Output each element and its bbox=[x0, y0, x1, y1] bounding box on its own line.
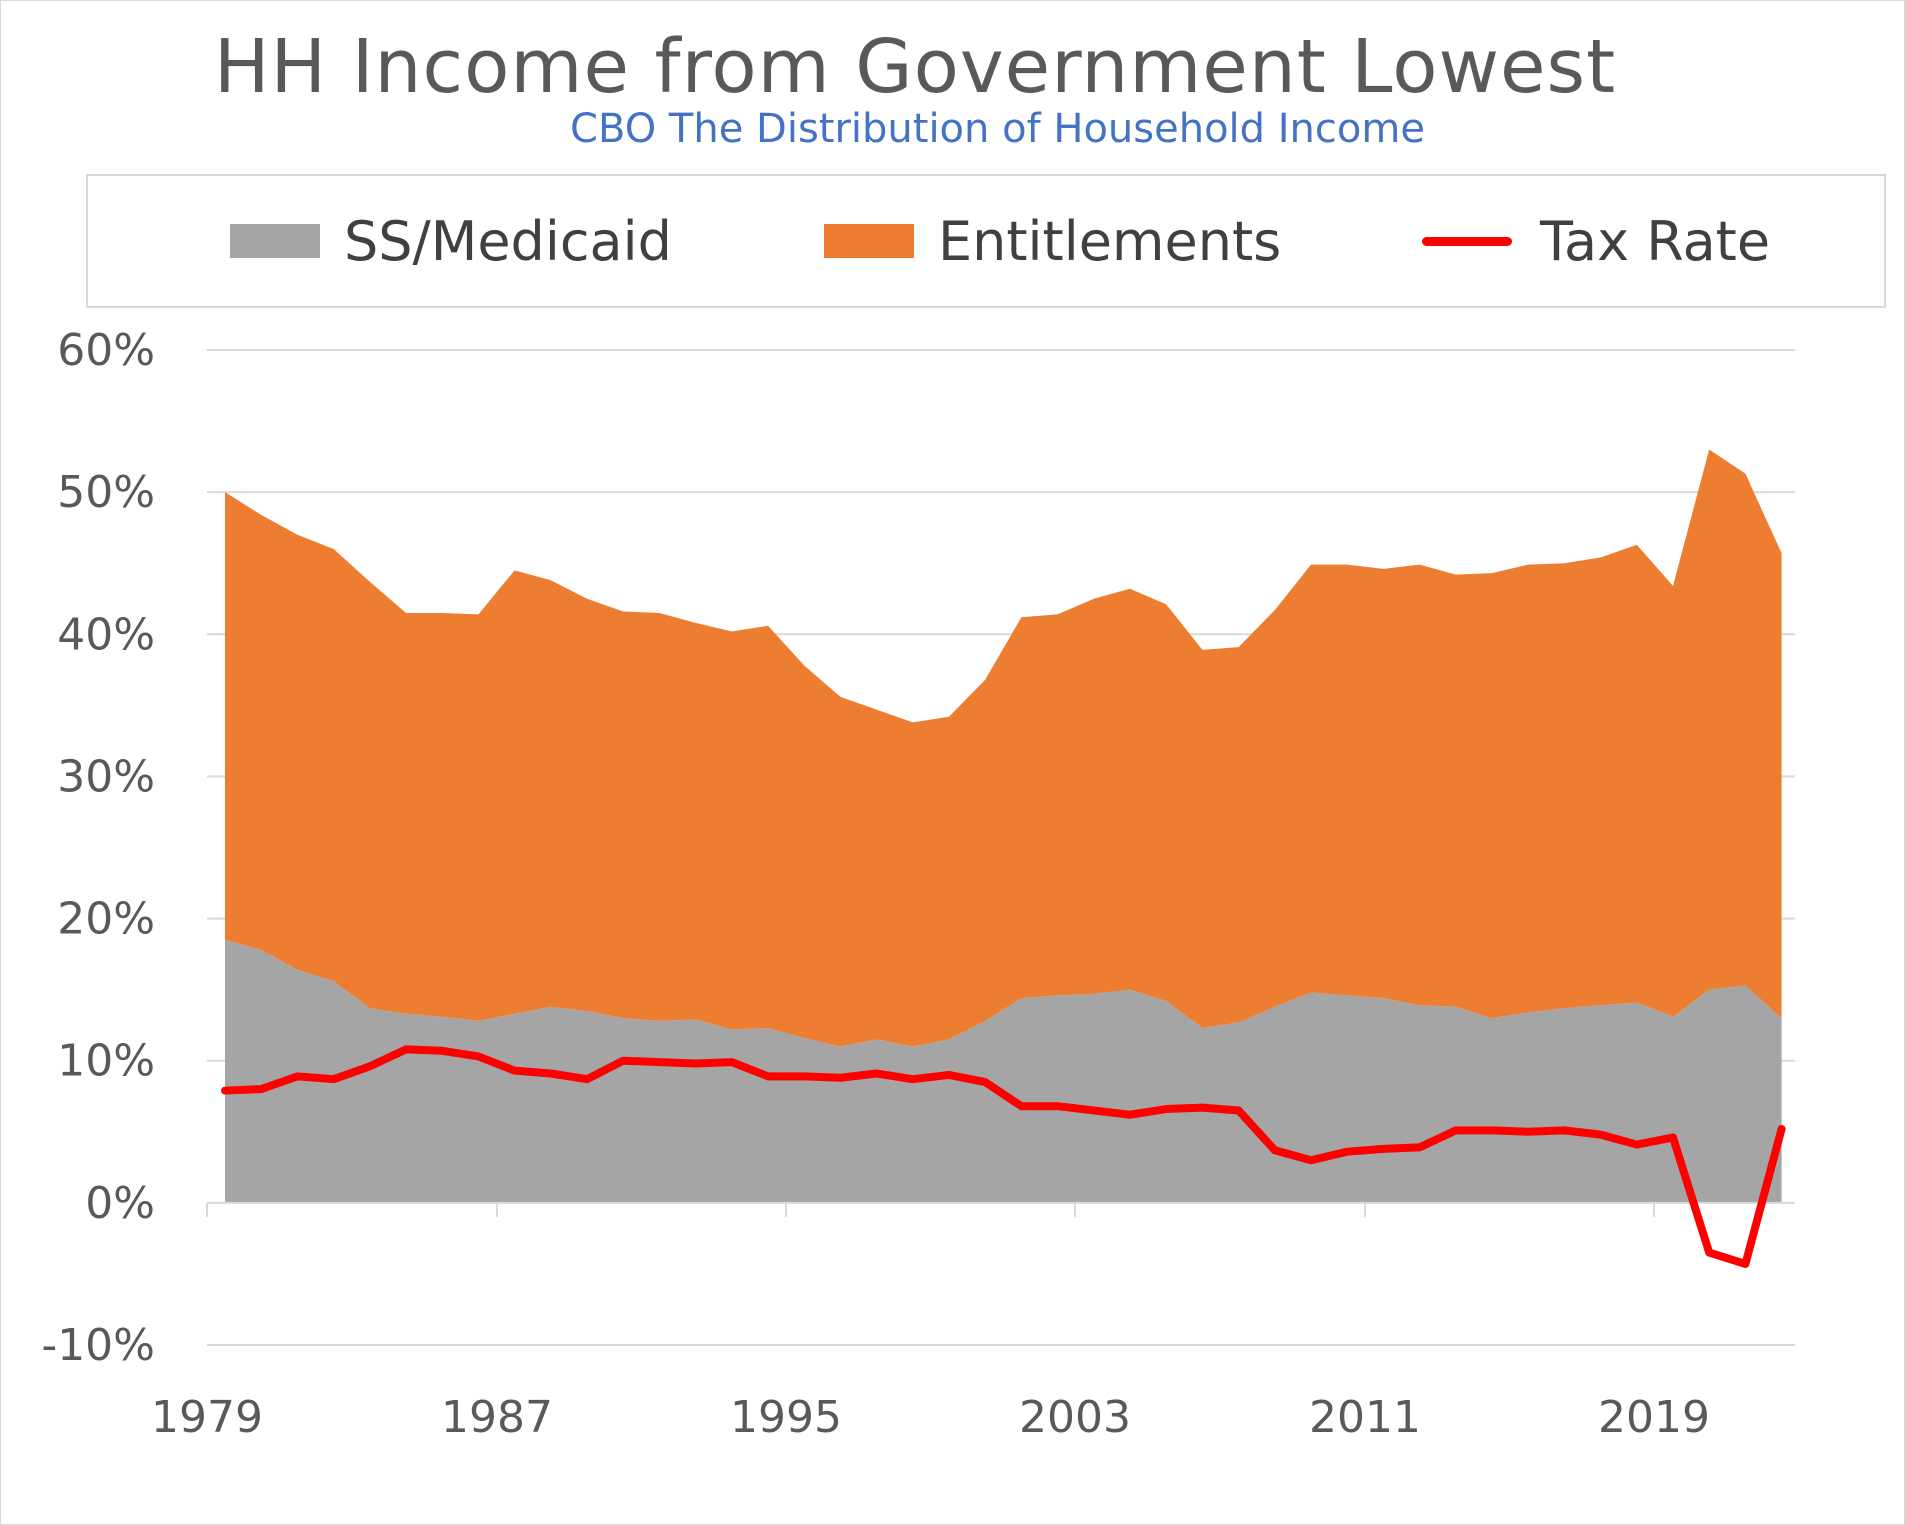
legend-item-entitlements: Entitlements bbox=[824, 176, 1281, 306]
y-tick-label: 10% bbox=[57, 1036, 155, 1087]
chart-title: HH Income from Government Lowest bbox=[213, 24, 1617, 110]
y-tick-label: 50% bbox=[57, 467, 155, 518]
legend-label-ss-medicaid: SS/Medicaid bbox=[344, 209, 672, 273]
y-tick-label: 40% bbox=[57, 609, 155, 660]
y-tick-label: 30% bbox=[57, 751, 155, 802]
y-tick-label: 20% bbox=[57, 894, 155, 945]
legend-item-tax-rate: Tax Rate bbox=[1422, 176, 1770, 306]
chart-subtitle: CBO The Distribution of Household Income bbox=[570, 106, 1425, 152]
series-area-entitlements bbox=[225, 449, 1782, 1047]
x-tick-label: 2019 bbox=[1598, 1392, 1710, 1443]
y-tick-label: -10% bbox=[41, 1320, 155, 1371]
y-tick-label: 0% bbox=[85, 1178, 155, 1229]
legend-label-entitlements: Entitlements bbox=[938, 209, 1282, 273]
x-tick-label: 2003 bbox=[1019, 1392, 1131, 1443]
legend-label-tax-rate: Tax Rate bbox=[1540, 209, 1771, 273]
legend-item-ss-medicaid: SS/Medicaid bbox=[230, 176, 672, 306]
series-area-ss-medicaid bbox=[225, 939, 1782, 1203]
legend: SS/Medicaid Entitlements Tax Rate bbox=[86, 174, 1886, 308]
x-tick-label: 2011 bbox=[1309, 1392, 1421, 1443]
y-tick-label: 60% bbox=[57, 325, 155, 376]
x-tick-label: 1987 bbox=[441, 1392, 553, 1443]
legend-swatch-tax-rate bbox=[1422, 236, 1512, 246]
legend-swatch-ss-medicaid bbox=[230, 224, 320, 258]
x-tick-label: 1979 bbox=[151, 1392, 263, 1443]
legend-swatch-entitlements bbox=[824, 224, 914, 258]
series-line-tax-rate bbox=[221, 1045, 1786, 1268]
x-tick-label: 1995 bbox=[730, 1392, 842, 1443]
